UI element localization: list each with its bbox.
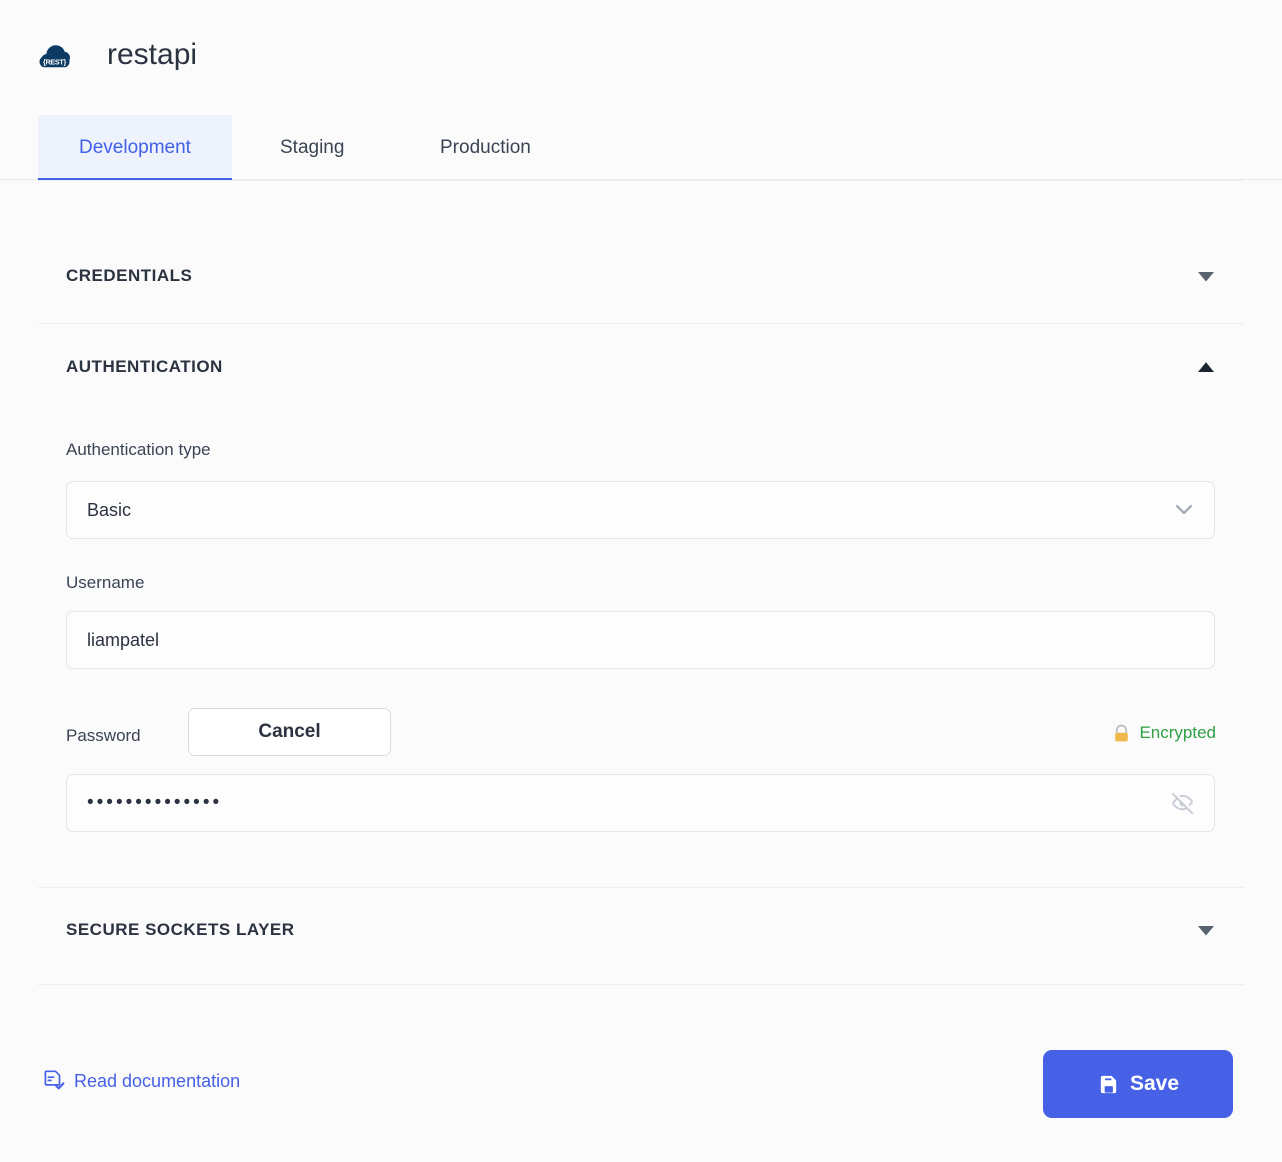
svg-text:{REST}: {REST} xyxy=(43,57,66,66)
